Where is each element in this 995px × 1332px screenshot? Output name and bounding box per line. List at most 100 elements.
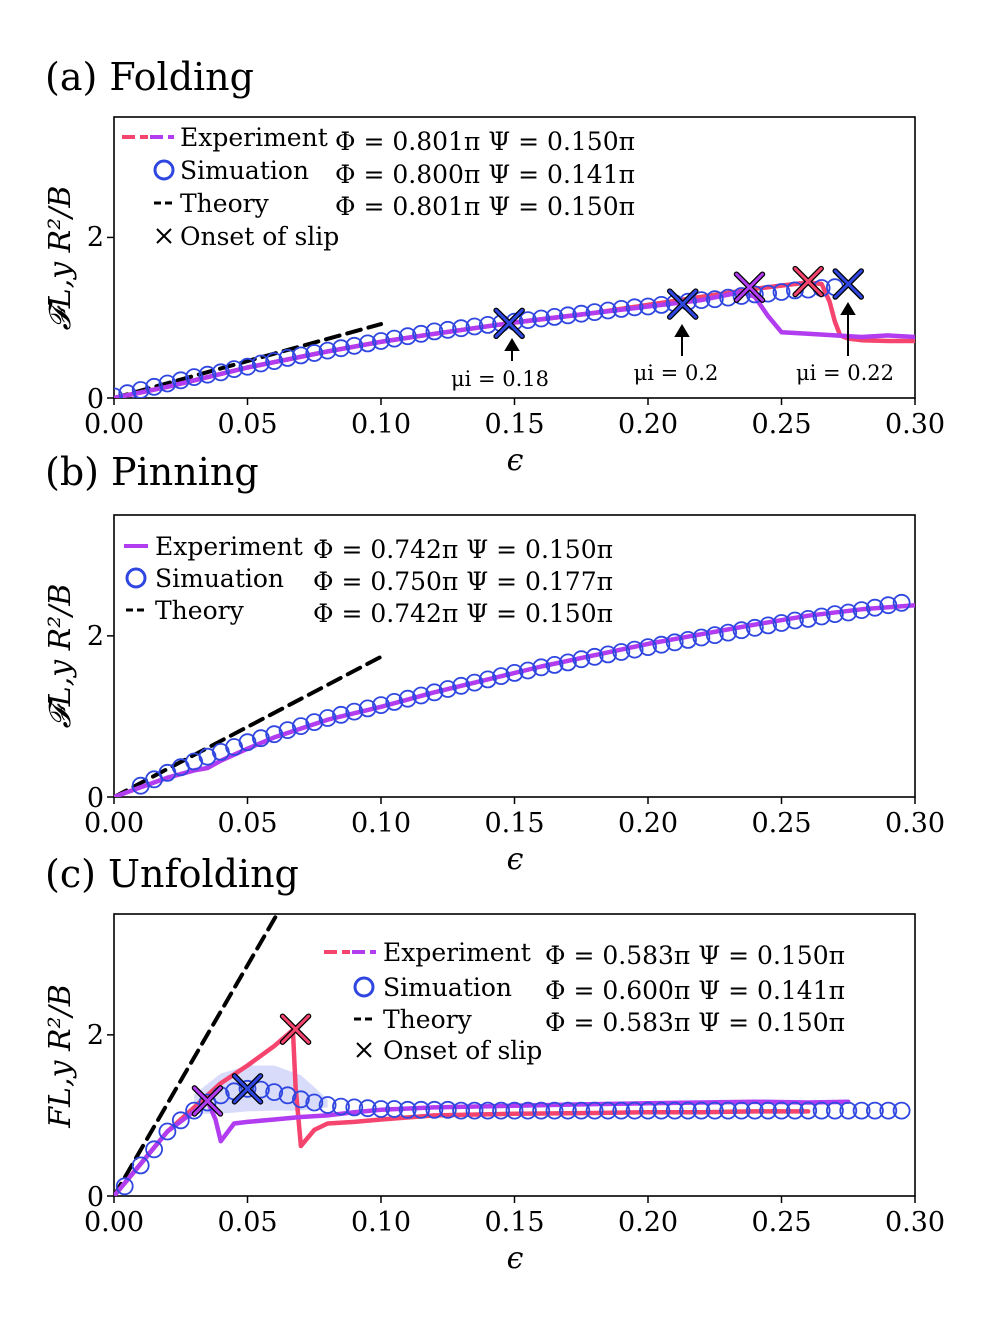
- simulation-point: [158, 374, 177, 393]
- simulation-point: [585, 303, 604, 322]
- series-line-experiment-i-0-2-purple: [114, 289, 915, 398]
- panel-a-title: (a) Folding: [45, 55, 254, 99]
- simulation-point: [719, 1101, 737, 1120]
- simulation-point: [639, 1101, 657, 1120]
- simulation-point: [772, 1101, 791, 1120]
- simulation-point: [719, 623, 737, 642]
- simulation-point: [238, 357, 257, 376]
- simulation-point: [732, 1101, 751, 1120]
- simulation-point: [705, 1101, 724, 1120]
- xtick-label: 0.25: [751, 808, 811, 839]
- simulation-point: [385, 329, 404, 348]
- legend-label-slip: Onset of slip: [383, 1036, 542, 1065]
- panel-a-legend: Experiment Φ = 0.801π Ψ = 0.150π Simuati…: [122, 123, 635, 251]
- ytick-label: 0: [87, 1182, 104, 1213]
- simulation-point: [278, 348, 297, 367]
- y-axis-label: 𝓕L,y R²/B: [43, 584, 78, 729]
- legend-label-experiment: Experiment: [383, 938, 531, 967]
- legend-label-simulation: Simuation: [155, 564, 284, 593]
- simulation-point: [438, 680, 457, 698]
- xtick-label: 0.00: [84, 808, 144, 839]
- simulation-point: [772, 614, 791, 632]
- simulation-point: [265, 725, 284, 744]
- simulation-point: [559, 653, 577, 672]
- simulation-point: [826, 1101, 844, 1120]
- simulation-point: [639, 638, 657, 656]
- simulation-point: [532, 658, 551, 677]
- simulation-point: [732, 287, 751, 305]
- simulation-point: [786, 611, 804, 630]
- simulation-point: [465, 1101, 484, 1120]
- xtick-label: 0.30: [885, 1207, 945, 1238]
- xtick-label: 0.10: [351, 1207, 411, 1238]
- simulation-point: [478, 670, 497, 689]
- simulation-point: [625, 640, 644, 659]
- simulation-point: [425, 683, 444, 702]
- legend-swatch-slip: [156, 228, 172, 244]
- legend-params-experiment: Φ = 0.742π Ψ = 0.150π: [313, 535, 613, 564]
- panel-c-title: (c) Unfolding: [45, 852, 299, 896]
- x-axis-label: ϵ: [507, 1241, 524, 1276]
- simulation-point: [332, 705, 350, 724]
- mu-arrow-018: [504, 338, 520, 361]
- series-line-theory: [114, 654, 383, 797]
- legend-label-slip: Onset of slip: [180, 222, 339, 251]
- legend-label-theory: Theory: [155, 596, 245, 625]
- simulation-point: [305, 344, 324, 362]
- slip-marker: [668, 289, 698, 319]
- mu-label-022: μi = 0.22: [796, 361, 894, 385]
- legend-params-experiment: Φ = 0.583π Ψ = 0.150π: [545, 941, 845, 970]
- simulation-point: [612, 643, 631, 661]
- ytick-label: 2: [87, 222, 104, 253]
- simulation-point: [372, 332, 390, 350]
- simulation-point: [705, 626, 724, 644]
- xtick-label: 0.00: [84, 1207, 144, 1238]
- series-line-experiment: [114, 602, 915, 797]
- simulation-point: [519, 1101, 537, 1120]
- simulation-point: [332, 339, 350, 358]
- simulation-point: [625, 298, 644, 317]
- simulation-point: [131, 381, 150, 398]
- panel-b-xticks: 0.00 0.05 0.10 0.15 0.20 0.25 0.30: [84, 808, 945, 839]
- xtick-label: 0.25: [751, 409, 811, 440]
- simulation-point: [545, 307, 564, 326]
- slip-marker: [281, 1014, 311, 1044]
- simulation-point: [171, 371, 190, 390]
- ytick-label: 0: [87, 384, 104, 415]
- simulation-point: [612, 1101, 631, 1120]
- simulation-point: [412, 1100, 431, 1119]
- simulation-point: [251, 729, 270, 748]
- simulation-point: [559, 1101, 577, 1120]
- panel-b-legend: Experiment Φ = 0.742π Ψ = 0.150π Simuati…: [124, 532, 613, 628]
- y-axis-label: FL,y R²/B: [43, 984, 78, 1129]
- panel-c: (c) Unfolding 0.00 0.05 0.10 0.15 0.20 0…: [43, 852, 945, 1276]
- simulation-point: [251, 354, 270, 373]
- simulation-point: [826, 605, 844, 623]
- slip-marker: [233, 1074, 262, 1104]
- simulation-point: [452, 319, 471, 338]
- simulation-point: [305, 713, 324, 731]
- xtick-label: 0.20: [618, 808, 678, 839]
- simulation-point: [185, 1101, 204, 1120]
- legend-label-simulation: Simuation: [180, 156, 309, 185]
- simulation-point: [812, 1101, 831, 1120]
- simulation-point: [639, 297, 657, 316]
- panel-a-plot: [107, 236, 916, 405]
- simulation-point: [345, 702, 364, 721]
- simulation-point: [892, 1101, 911, 1120]
- simulation-point: [612, 299, 631, 318]
- simulation-point: [265, 352, 284, 371]
- mu-label-018: μi = 0.18: [451, 367, 549, 391]
- legend-params-theory: Φ = 0.801π Ψ = 0.150π: [335, 192, 635, 221]
- simulation-point: [745, 285, 764, 304]
- simulation-point: [398, 689, 417, 708]
- simulation-point: [372, 1100, 390, 1118]
- panel-a-annotations: μi = 0.18 μi = 0.2 μi = 0.22: [451, 302, 894, 391]
- xtick-label: 0.05: [217, 808, 277, 839]
- simulation-point: [852, 601, 871, 619]
- panel-a: (a) Folding 0.00 0.05 0.10 0.15 0.20 0.2…: [43, 55, 945, 478]
- x-axis-label: ϵ: [507, 842, 524, 877]
- simulation-point: [585, 1101, 604, 1120]
- simulation-point: [278, 721, 297, 739]
